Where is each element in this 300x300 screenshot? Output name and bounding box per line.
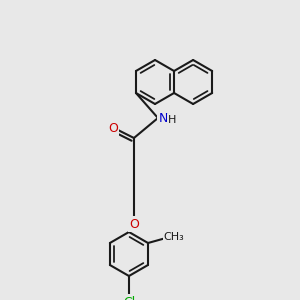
Text: O: O [108,122,118,134]
Text: Cl: Cl [123,296,135,300]
Text: CH₃: CH₃ [164,232,184,242]
Text: H: H [168,115,176,125]
Text: O: O [129,218,139,230]
Text: N: N [158,112,168,124]
